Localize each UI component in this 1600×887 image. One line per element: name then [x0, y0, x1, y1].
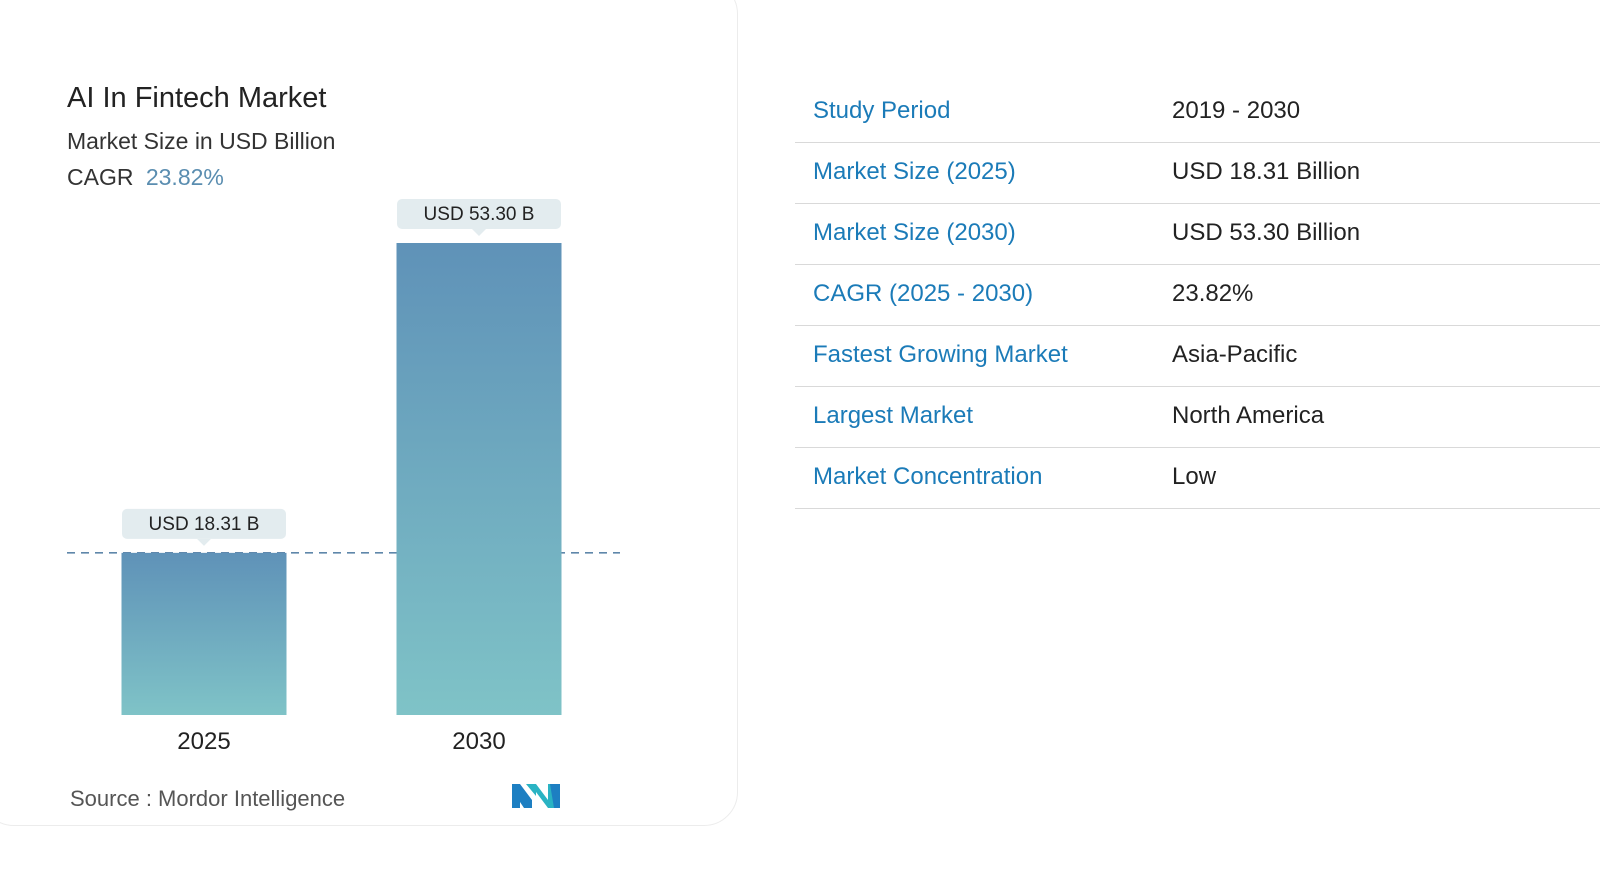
- data-label-2030: USD 53.30 B: [397, 199, 561, 236]
- row-value: 2019 - 2030: [1172, 97, 1301, 124]
- summary-table: Study Period 2019 - 2030 Market Size (2025…: [795, 82, 1600, 509]
- row-value: USD 53.30 Billion: [1172, 219, 1361, 246]
- bar-2030: [396, 243, 562, 715]
- row-label: Fastest Growing Market: [813, 341, 1068, 368]
- table-row: Largest Market North America: [795, 387, 1600, 448]
- row-label: Study Period: [813, 97, 951, 124]
- bar-chart: USD 18.31 B 2025 USD 53.30 B 2030: [67, 199, 620, 755]
- row-label: Market Size (2025): [813, 158, 1016, 185]
- row-value: 23.82%: [1172, 280, 1254, 307]
- chart-subtitle: Market Size in USD Billion: [67, 128, 336, 154]
- mordor-intelligence-logo-icon: [512, 784, 560, 808]
- row-value: USD 18.31 Billion: [1172, 158, 1361, 185]
- row-label: Largest Market: [813, 402, 974, 429]
- row-label: CAGR (2025 - 2030): [813, 280, 1034, 307]
- table-row: CAGR (2025 - 2030) 23.82%: [795, 265, 1600, 326]
- cagr-label: CAGR: [67, 164, 134, 190]
- table-row: Market Size (2025) USD 18.31 Billion: [795, 143, 1600, 204]
- bar-2025: [121, 552, 287, 715]
- table-row: Fastest Growing Market Asia-Pacific: [795, 326, 1600, 387]
- row-value: North America: [1172, 402, 1325, 429]
- row-value: Asia-Pacific: [1172, 341, 1298, 368]
- x-tick-label: 2025: [177, 728, 230, 755]
- table-row: Market Concentration Low: [795, 448, 1600, 509]
- chart-cagr: CAGR 23.82%: [67, 164, 224, 191]
- svg-text:USD 53.30 B: USD 53.30 B: [424, 204, 535, 225]
- table-row: Market Size (2030) USD 53.30 Billion: [795, 204, 1600, 265]
- row-value: Low: [1172, 463, 1217, 490]
- row-label: Market Concentration: [813, 463, 1043, 490]
- chart-title: AI In Fintech Market: [67, 82, 327, 114]
- table-row: Study Period 2019 - 2030: [795, 82, 1600, 143]
- row-label: Market Size (2030): [813, 219, 1016, 246]
- data-label-2025: USD 18.31 B: [122, 508, 286, 546]
- x-tick-label: 2030: [452, 728, 505, 755]
- source-text: Source : Mordor Intelligence: [70, 786, 346, 811]
- cagr-value: 23.82%: [145, 164, 224, 190]
- svg-text:USD 18.31 B: USD 18.31 B: [149, 514, 260, 535]
